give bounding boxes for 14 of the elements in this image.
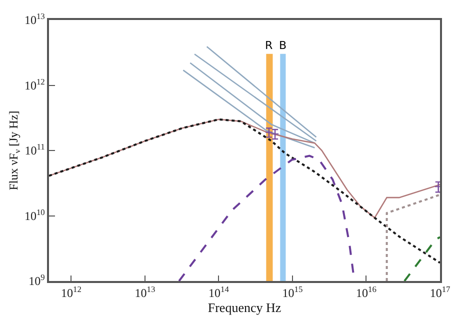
x-tick-label: 10$^{15}$ — [282, 285, 303, 300]
x-axis-title: Frequency Hz — [208, 300, 282, 316]
x-tick-label: 10$^{14}$ — [208, 285, 230, 300]
x-tick-label: 10$^{12}$ — [61, 285, 82, 300]
y-tick-label: 10$^{12}$ — [24, 77, 45, 92]
y-tick-label: 10$^{10}$ — [24, 208, 45, 223]
x-tick-label: 10$^{13}$ — [134, 285, 156, 300]
y-tick-label: 10$^{11}$ — [24, 142, 45, 158]
band-label: B — [279, 39, 287, 52]
x-tick-label: 10$^{16}$ — [356, 285, 376, 300]
x-tick-label: 10$^{17}$ — [430, 285, 450, 300]
y-tick-label: 10$^{13}$ — [24, 12, 45, 28]
y-tick-label: 10$^{9}$ — [28, 273, 45, 288]
band-label: R — [265, 39, 273, 52]
